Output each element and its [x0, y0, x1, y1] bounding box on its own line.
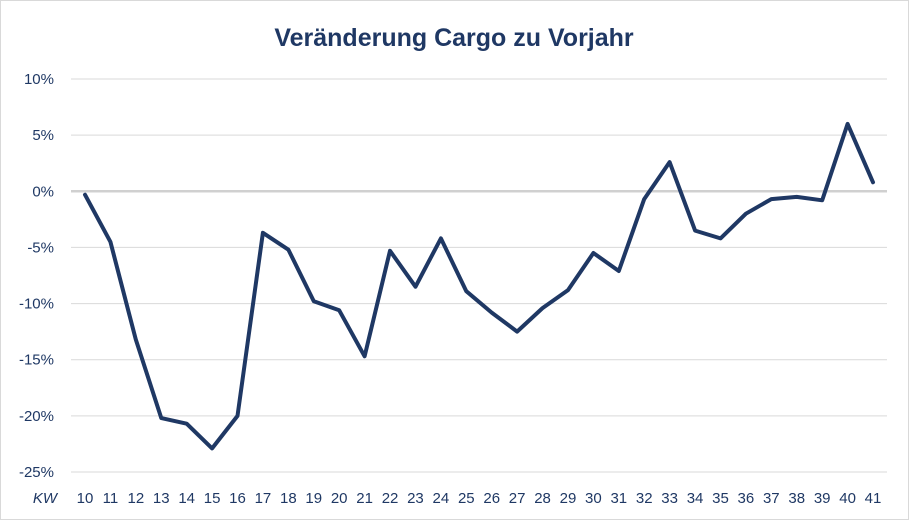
x-axis-label: KW — [33, 490, 59, 507]
x-tick-label: 38 — [788, 490, 805, 507]
x-tick-label: 15 — [204, 490, 221, 507]
y-tick-label: 5% — [32, 127, 54, 144]
y-tick-label: 10% — [24, 71, 54, 88]
x-tick-label: 21 — [356, 490, 373, 507]
x-tick-label: 19 — [305, 490, 322, 507]
x-tick-label: 29 — [560, 490, 577, 507]
x-tick-label: 41 — [865, 490, 882, 507]
chart-title: Veränderung Cargo zu Vorjahr — [274, 24, 634, 52]
y-tick-label: -15% — [19, 352, 54, 369]
x-tick-label: 23 — [407, 490, 424, 507]
y-tick-label: -5% — [27, 239, 54, 256]
x-tick-label: 17 — [255, 490, 272, 507]
x-tick-label: 37 — [763, 490, 780, 507]
y-axis-ticks: 10% 5% 0% -5% -10% -15% -20% -25% — [19, 71, 54, 481]
x-tick-label: 28 — [534, 490, 551, 507]
x-tick-label: 24 — [433, 490, 450, 507]
x-tick-label: 13 — [153, 490, 170, 507]
x-tick-label: 16 — [229, 490, 246, 507]
x-tick-label: 31 — [610, 490, 627, 507]
x-tick-label: 35 — [712, 490, 729, 507]
x-tick-label: 26 — [483, 490, 500, 507]
x-tick-label: 22 — [382, 490, 399, 507]
y-tick-label: 0% — [32, 183, 54, 200]
x-tick-label: 10 — [77, 490, 94, 507]
x-tick-label: 30 — [585, 490, 602, 507]
x-tick-label: 27 — [509, 490, 526, 507]
x-tick-label: 11 — [103, 490, 119, 507]
x-tick-label: 36 — [738, 490, 755, 507]
x-tick-label: 20 — [331, 490, 348, 507]
x-tick-label: 39 — [814, 490, 831, 507]
x-tick-label: 25 — [458, 490, 475, 507]
series-line — [83, 121, 875, 451]
y-tick-label: -20% — [19, 408, 54, 425]
x-tick-label: 12 — [127, 490, 144, 507]
x-tick-label: 34 — [687, 490, 704, 507]
x-axis-ticks: 10 11 12 13 14 15 16 17 18 19 20 21 22 23 24 25 26 27 28 29… — [77, 490, 882, 507]
x-tick-label: 33 — [661, 490, 678, 507]
x-tick-label: 32 — [636, 490, 653, 507]
x-tick-label: 40 — [839, 490, 856, 507]
x-tick-label: 14 — [178, 490, 195, 507]
y-tick-label: -25% — [19, 464, 54, 481]
series-lines — [83, 121, 875, 451]
y-tick-label: -10% — [19, 296, 54, 313]
x-tick-label: 18 — [280, 490, 297, 507]
grid-lines — [71, 78, 887, 473]
